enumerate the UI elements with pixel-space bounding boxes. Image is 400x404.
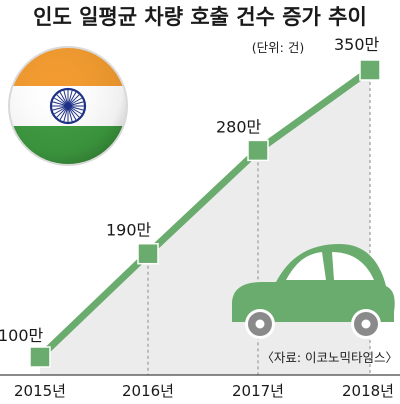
data-label-3: 350만 [334, 35, 380, 54]
data-point-3 [359, 59, 381, 81]
source-note: 〈자료: 이코노믹타임스〉 [261, 350, 398, 365]
chart-x-ticks: 2015년 2016년 2017년 2018년 [14, 382, 394, 400]
data-point-1 [137, 242, 159, 265]
data-point-2 [247, 139, 269, 162]
unit-note: (단위: 건) [252, 40, 304, 55]
x-tick-2: 2017년 [232, 382, 284, 400]
chart-data-labels: 100만 190만 280만 350만 [0, 35, 380, 345]
x-tick-3: 2018년 [342, 382, 394, 400]
chart-line [36, 66, 374, 361]
data-label-1: 190만 [106, 221, 152, 240]
chart-title: 인도 일평균 차량 호출 건수 증가 추이 [33, 5, 367, 29]
series-line [36, 66, 374, 361]
chart-markers [29, 59, 381, 368]
data-label-0: 100만 [0, 326, 44, 345]
x-tick-0: 2015년 [14, 382, 66, 400]
x-tick-1: 2016년 [122, 382, 174, 400]
india-flag-icon [8, 46, 128, 166]
data-point-0 [29, 346, 51, 368]
data-label-2: 280만 [216, 117, 262, 136]
car-icon [232, 244, 395, 339]
